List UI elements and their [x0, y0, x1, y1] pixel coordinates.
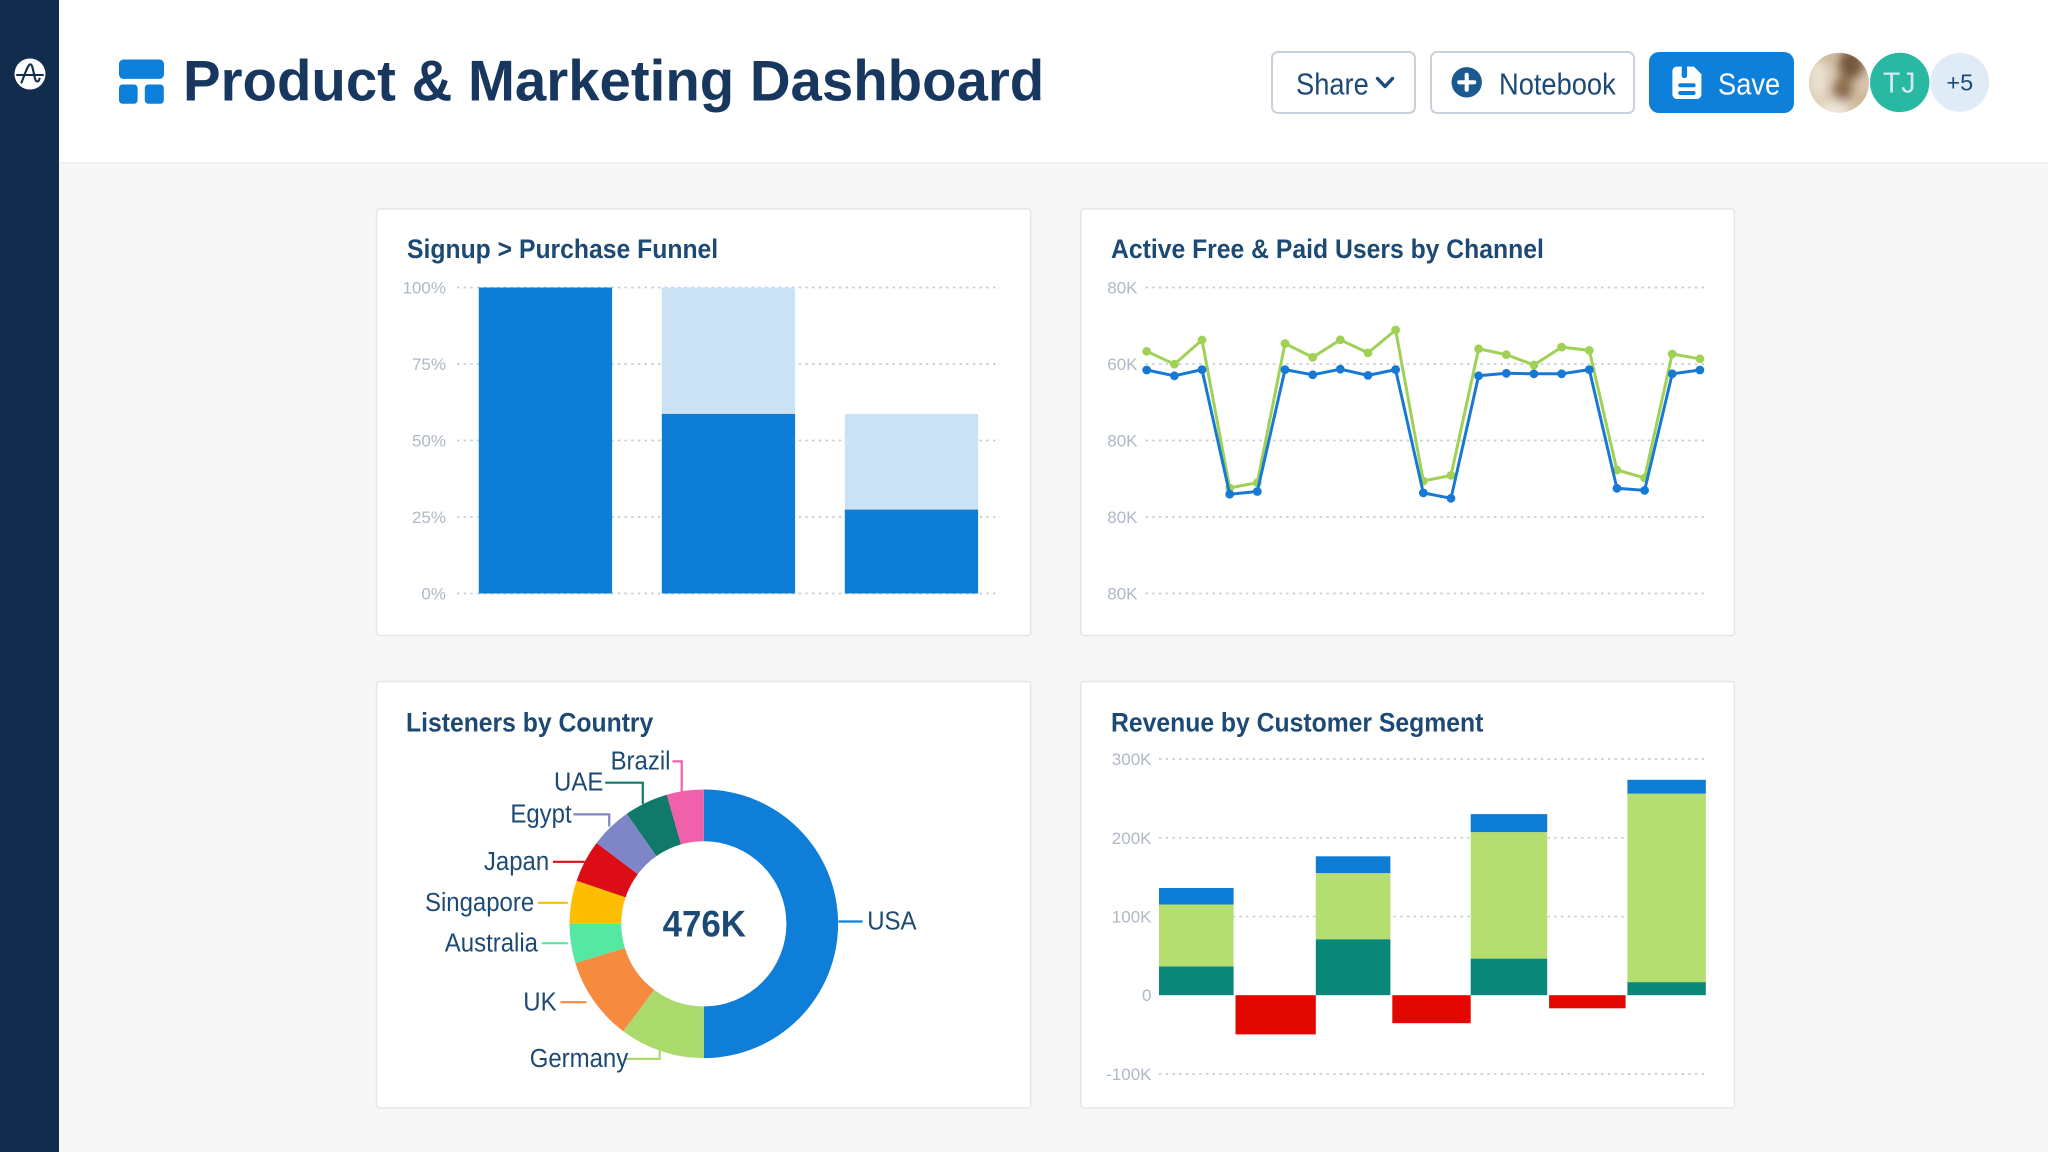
svg-text:Japan: Japan [484, 848, 549, 876]
svg-text:Egypt: Egypt [510, 801, 571, 829]
svg-text:+5: +5 [1946, 69, 1973, 95]
svg-text:Signup > Purchase Funnel: Signup > Purchase Funnel [407, 235, 718, 264]
svg-text:100K: 100K [1112, 908, 1152, 927]
svg-text:50%: 50% [412, 432, 446, 451]
svg-text:-100K: -100K [1106, 1065, 1152, 1084]
svg-text:80K: 80K [1107, 432, 1138, 451]
svg-text:80K: 80K [1107, 279, 1138, 298]
svg-text:200K: 200K [1112, 829, 1152, 848]
svg-text:TJ: TJ [1883, 67, 1917, 99]
svg-text:Singapore: Singapore [425, 889, 534, 917]
svg-text:UAE: UAE [554, 769, 603, 797]
svg-text:Australia: Australia [445, 930, 538, 958]
svg-text:300K: 300K [1112, 750, 1152, 769]
svg-text:Revenue by Customer Segment: Revenue by Customer Segment [1111, 709, 1484, 738]
svg-text:Active Free & Paid Users by Ch: Active Free & Paid Users by Channel [1111, 235, 1544, 264]
svg-text:80K: 80K [1107, 585, 1138, 604]
svg-text:0%: 0% [421, 585, 446, 604]
svg-text:0: 0 [1142, 986, 1151, 1005]
svg-text:Listeners by Country: Listeners by Country [406, 709, 654, 738]
svg-text:Save: Save [1718, 68, 1780, 102]
svg-text:Notebook: Notebook [1499, 68, 1616, 102]
svg-text:Brazil: Brazil [611, 748, 671, 776]
svg-text:476K: 476K [663, 902, 746, 944]
svg-text:UK: UK [523, 989, 557, 1017]
svg-text:25%: 25% [412, 508, 446, 527]
svg-text:Product & Marketing Dashboard: Product & Marketing Dashboard [183, 49, 1044, 114]
svg-text:Germany: Germany [530, 1046, 629, 1074]
svg-text:Share: Share [1296, 68, 1369, 102]
svg-text:60K: 60K [1107, 355, 1138, 374]
svg-text:USA: USA [867, 908, 917, 936]
svg-text:80K: 80K [1107, 508, 1138, 527]
svg-text:100%: 100% [403, 279, 446, 298]
svg-text:75%: 75% [412, 355, 446, 374]
